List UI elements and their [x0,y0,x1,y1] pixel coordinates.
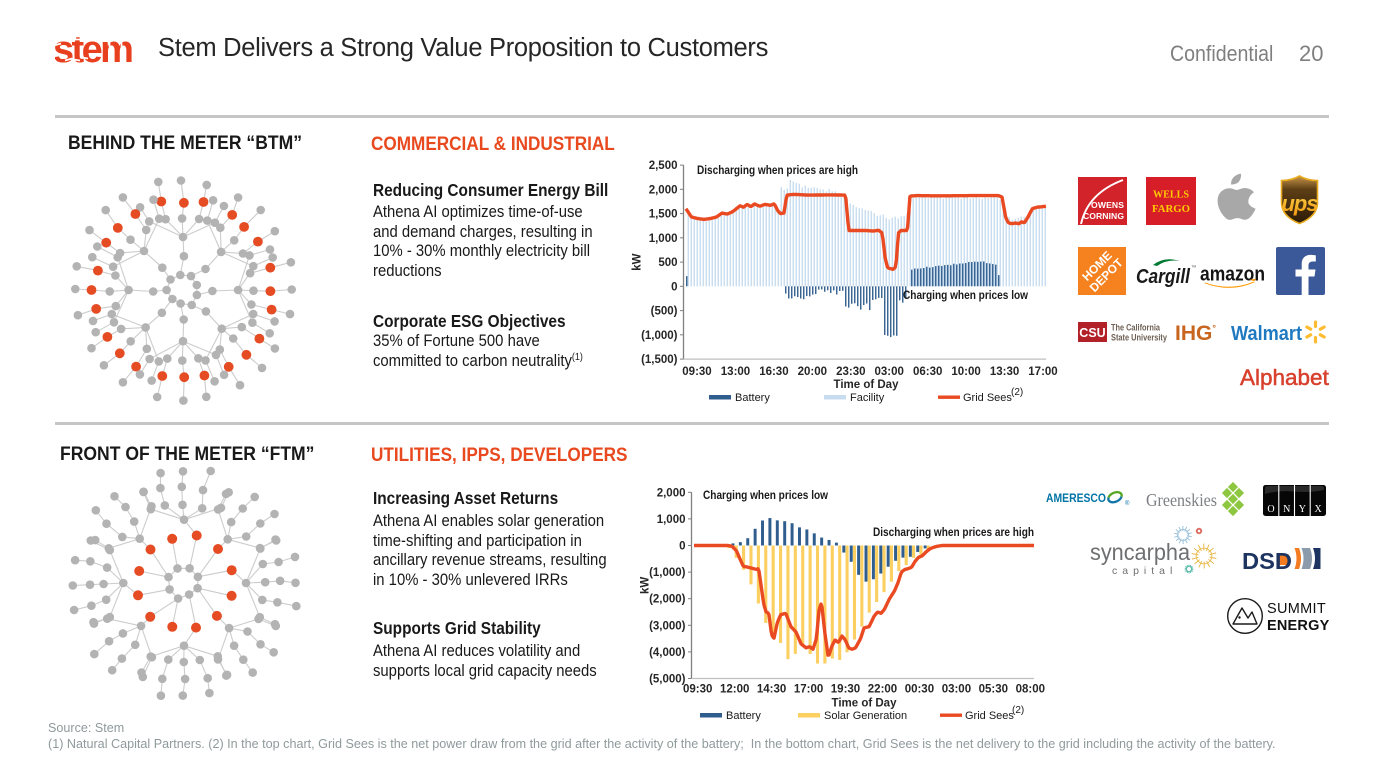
svg-text:03:00: 03:00 [942,684,971,696]
svg-text:ups: ups [1281,191,1318,216]
svg-text:Greenskies: Greenskies [1146,490,1217,510]
svg-text:Grid Sees: Grid Sees [965,710,1014,722]
svg-text:22:00: 22:00 [868,684,897,696]
svg-text:O: O [1267,504,1274,515]
svg-text:(2): (2) [1011,387,1023,398]
svg-text:2,000: 2,000 [657,487,686,499]
svg-text:03:00: 03:00 [874,366,903,378]
svg-text:(1,500): (1,500) [641,354,678,366]
svg-text:06:30: 06:30 [913,366,942,378]
svg-text:(5,000): (5,000) [649,674,686,686]
svg-text:capital: capital [1112,565,1177,577]
svg-text:08:00: 08:00 [1016,684,1045,696]
svg-text:™: ™ [1191,265,1196,271]
svg-text:X: X [1314,504,1322,515]
svg-text:Grid Sees: Grid Sees [963,392,1012,404]
svg-text:17:00: 17:00 [1028,366,1057,378]
svg-text:13:30: 13:30 [990,366,1019,378]
svg-text:CSU: CSU [1079,326,1105,340]
svg-text:kW: kW [640,577,652,594]
svg-text:2,000: 2,000 [649,184,678,196]
svg-text:12:00: 12:00 [720,684,749,696]
svg-text:10:00: 10:00 [951,366,980,378]
svg-text:00:30: 00:30 [905,684,934,696]
svg-text:Charging when prices low: Charging when prices low [703,488,829,502]
svg-text:stem: stem [55,33,132,67]
svg-text:09:30: 09:30 [683,684,712,696]
svg-text:(500): (500) [651,306,678,318]
svg-text:amazon: amazon [1200,264,1265,286]
svg-text:23:30: 23:30 [836,366,865,378]
svg-text:Cargill: Cargill [1136,266,1190,287]
svg-text:Walmart: Walmart [1231,322,1302,345]
svg-text:Charging when prices low: Charging when prices low [903,288,1029,302]
svg-text:20:00: 20:00 [798,366,827,378]
svg-text:(2,000): (2,000) [649,594,686,606]
svg-text:(1,000): (1,000) [641,330,678,342]
svg-text:Time of Day: Time of Day [832,698,898,710]
svg-text:Discharging when prices are hi: Discharging when prices are high [873,525,1034,539]
svg-text:CORNING: CORNING [1083,211,1124,221]
svg-text:16:30: 16:30 [759,366,788,378]
svg-text:Y: Y [1299,504,1306,515]
svg-text:19:30: 19:30 [831,684,860,696]
svg-text:Solar Generation: Solar Generation [824,710,907,722]
svg-text:®: ® [1125,500,1130,507]
svg-text:Time of Day: Time of Day [834,379,900,391]
svg-text:17:00: 17:00 [794,684,823,696]
svg-text:500: 500 [658,257,677,269]
svg-text:OWENS: OWENS [1091,200,1124,210]
svg-text:2,500: 2,500 [649,160,678,172]
svg-text:13:00: 13:00 [721,366,750,378]
svg-text:ENERGY: ENERGY [1267,618,1330,634]
svg-text:AMERESCO: AMERESCO [1046,491,1106,505]
svg-text:(3,000): (3,000) [649,620,686,632]
svg-text:syncarpha: syncarpha [1090,539,1190,565]
svg-text:1,000: 1,000 [649,233,678,245]
svg-text:(4,000): (4,000) [649,647,686,659]
svg-text:Discharging when prices are hi: Discharging when prices are high [697,163,858,177]
svg-text:(1,000): (1,000) [649,567,686,579]
svg-text:1,000: 1,000 [657,514,686,526]
svg-text:DSD: DSD [1243,548,1292,573]
svg-text:Battery: Battery [735,392,770,404]
svg-text:0: 0 [679,541,685,553]
svg-text:1,500: 1,500 [649,209,678,221]
svg-text:SUMMIT: SUMMIT [1267,601,1326,617]
svg-text:WELLS: WELLS [1153,189,1189,201]
svg-text:05:30: 05:30 [979,684,1008,696]
svg-text:Facility: Facility [850,392,885,404]
svg-text:FARGO: FARGO [1152,203,1190,215]
svg-text:N: N [1283,504,1290,515]
svg-text:The California: The California [1111,323,1160,333]
svg-text:09:30: 09:30 [682,366,711,378]
svg-text:0: 0 [671,281,677,293]
svg-text:(2): (2) [1012,705,1024,716]
svg-text:kW: kW [632,253,644,270]
svg-text:14:30: 14:30 [757,684,786,696]
svg-text:State University: State University [1111,333,1167,343]
svg-text:Battery: Battery [726,710,761,722]
